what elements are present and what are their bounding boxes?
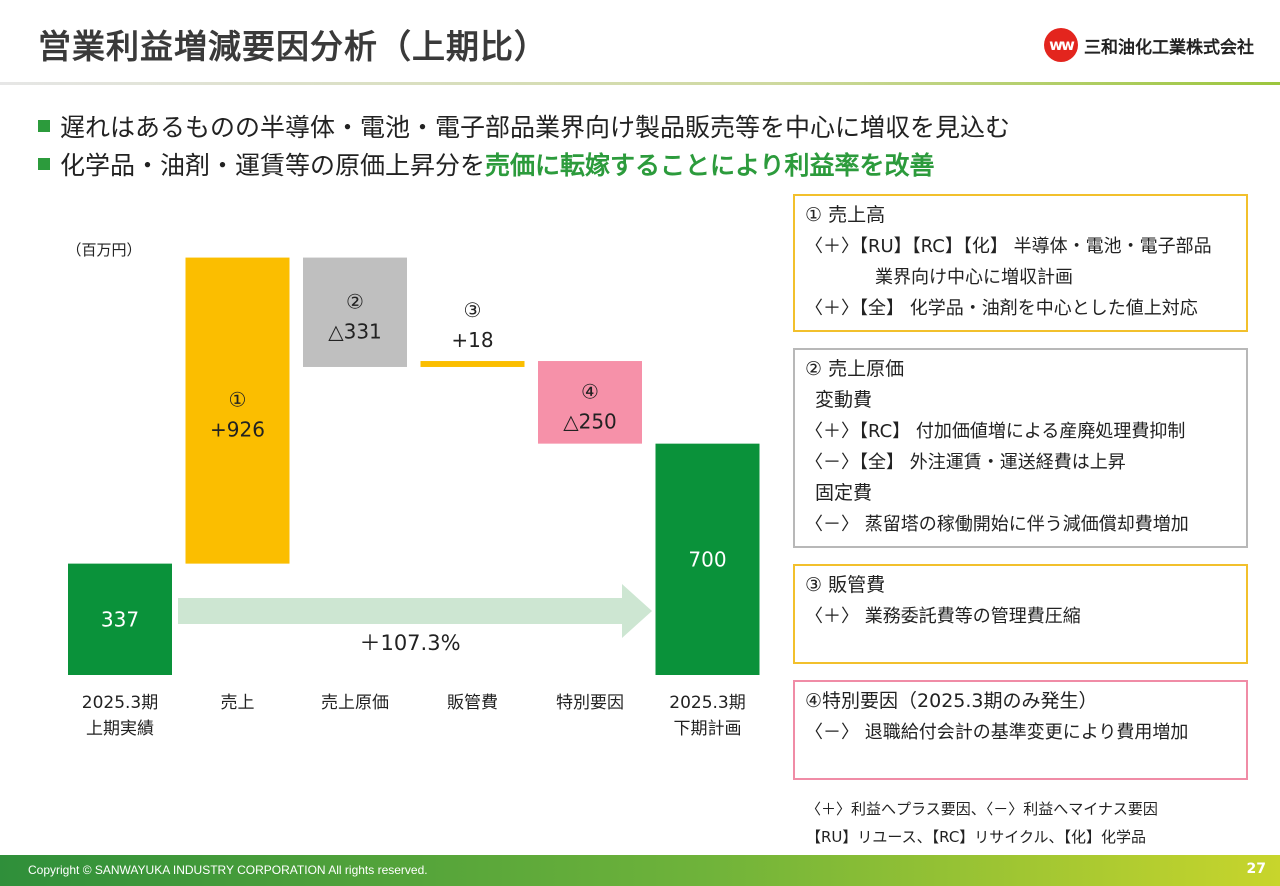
panel-cost-fixed-heading: 固定費 bbox=[815, 482, 873, 504]
data-label-0: 337 bbox=[101, 607, 139, 631]
panel-cost-line-1: 〈＋〉【RC】 付加価値増による産廃処理費抑制 bbox=[805, 421, 1186, 442]
panel-sga-title: ③ 販管費 bbox=[805, 574, 886, 596]
bar-3 bbox=[420, 361, 525, 367]
company-logo: ww 三和油化工業株式会社 bbox=[1044, 28, 1254, 62]
title-divider bbox=[0, 82, 1280, 85]
x-tick-label-2: 売上原価 bbox=[321, 693, 389, 713]
x-tick-label-0-2: 上期実績 bbox=[86, 719, 154, 739]
panel-cost-title: ② 売上原価 bbox=[805, 358, 905, 380]
panel-sga-line-1: 〈＋〉 業務委託費等の管理費圧縮 bbox=[805, 606, 1081, 627]
panel-sales-title: ① 売上高 bbox=[805, 204, 886, 226]
bar-1 bbox=[185, 257, 290, 564]
data-label-2: △331 bbox=[328, 319, 382, 343]
waterfall-chart-svg: （百万円）3372025.3期上期実績①+926売上②△331売上原価③+18販… bbox=[66, 241, 760, 739]
panel-sales: ① 売上高 〈＋〉【RU】【RC】【化】 半導体・電池・電子部品 業界向け中心に… bbox=[793, 194, 1248, 332]
bullet-1-text: 遅れはあるものの半導体・電池・電子部品業界向け製品販売等を中心に増収を見込む bbox=[60, 113, 1011, 142]
panel-cost-line-2: 〈－〉【全】 外注運賃・運送経費は上昇 bbox=[805, 452, 1126, 473]
bullet-square-icon bbox=[38, 120, 50, 132]
data-label-5: 700 bbox=[688, 547, 726, 571]
panel-cost-line-3: 〈－〉 蒸留塔の稼働開始に伴う減価償却費増加 bbox=[805, 514, 1189, 535]
x-tick-label-0-1: 2025.3期 bbox=[82, 693, 158, 713]
bullet-1: 遅れはあるものの半導体・電池・電子部品業界向け製品販売等を中心に増収を見込む bbox=[38, 108, 1010, 144]
page-number: 27 bbox=[1246, 861, 1266, 877]
waterfall-chart: （百万円） 337 2025.3期 上期実績 ① +926 売上 ② △331 売上原価 ③ +18 販… bbox=[66, 241, 760, 739]
data-label-1: +926 bbox=[210, 418, 265, 442]
bullet-2-text: 化学品・油剤・運賃等の原価上昇分を bbox=[60, 151, 486, 180]
panel-special-line-1: 〈－〉 退職給付会計の基準変更により費用増加 bbox=[805, 722, 1189, 743]
x-tick-label-3: 販管費 bbox=[447, 693, 498, 713]
panel-cost-of-sales: ② 売上原価 変動費 〈＋〉【RC】 付加価値増による産廃処理費抑制 〈－〉【全… bbox=[793, 348, 1248, 548]
bar-marker-4: ④ bbox=[581, 379, 599, 403]
footer-bar: Copyright © SANWAYUKA INDUSTRY CORPORATI… bbox=[0, 855, 1280, 886]
bar-marker-3: ③ bbox=[464, 298, 482, 322]
bar-2 bbox=[303, 257, 407, 367]
bar-5 bbox=[655, 443, 760, 675]
page-title: 営業利益増減要因分析（上期比） bbox=[38, 27, 548, 66]
bar-4 bbox=[538, 361, 642, 444]
company-name: 三和油化工業株式会社 bbox=[1084, 37, 1254, 58]
panel-sales-line-1: 〈＋〉【RU】【RC】【化】 半導体・電池・電子部品 bbox=[805, 236, 1212, 257]
bullet-2-highlight: 売価に転嫁することにより利益率を改善 bbox=[485, 151, 935, 180]
x-tick-label-1: 売上 bbox=[221, 693, 255, 713]
bar-marker-1: ① bbox=[229, 388, 247, 412]
bar-marker-2: ② bbox=[346, 289, 364, 313]
chart-unit-label: （百万円） bbox=[66, 241, 141, 259]
x-tick-label-5-1: 2025.3期 bbox=[669, 693, 745, 713]
data-label-3: +18 bbox=[451, 328, 493, 352]
growth-label: ＋107.3% bbox=[359, 631, 460, 655]
panel-special-factor: ④特別要因（2025.3期のみ発生） 〈－〉 退職給付会計の基準変更により費用増… bbox=[793, 680, 1248, 780]
x-tick-label-5-2: 下期計画 bbox=[674, 719, 742, 739]
bullet-2: 化学品・油剤・運賃等の原価上昇分を 売価に転嫁することにより利益率を改善 bbox=[38, 146, 935, 182]
data-label-4: △250 bbox=[563, 409, 617, 433]
bullet-square-icon bbox=[38, 158, 50, 170]
panel-sales-line-2: 業界向け中心に増収計画 bbox=[875, 267, 1073, 288]
logo-mark-icon: ww bbox=[1044, 28, 1078, 62]
copyright: Copyright © SANWAYUKA INDUSTRY CORPORATI… bbox=[28, 863, 428, 877]
panel-sga: ③ 販管費 〈＋〉 業務委託費等の管理費圧縮 bbox=[793, 564, 1248, 664]
panel-sales-line-3: 〈＋〉【全】 化学品・油剤を中心とした値上対応 bbox=[805, 298, 1198, 319]
bar-0 bbox=[68, 563, 172, 675]
legend-note-abbrev: 【RU】リユース、【RC】リサイクル、【化】化学品 bbox=[806, 828, 1147, 846]
panel-special-title: ④特別要因（2025.3期のみ発生） bbox=[805, 690, 1098, 712]
legend-note-sign: 〈＋〉利益へプラス要因、〈－〉利益へマイナス要因 bbox=[806, 800, 1158, 818]
panel-cost-variable-heading: 変動費 bbox=[815, 389, 873, 411]
x-tick-label-4: 特別要因 bbox=[556, 693, 624, 713]
growth-arrow bbox=[178, 584, 652, 638]
